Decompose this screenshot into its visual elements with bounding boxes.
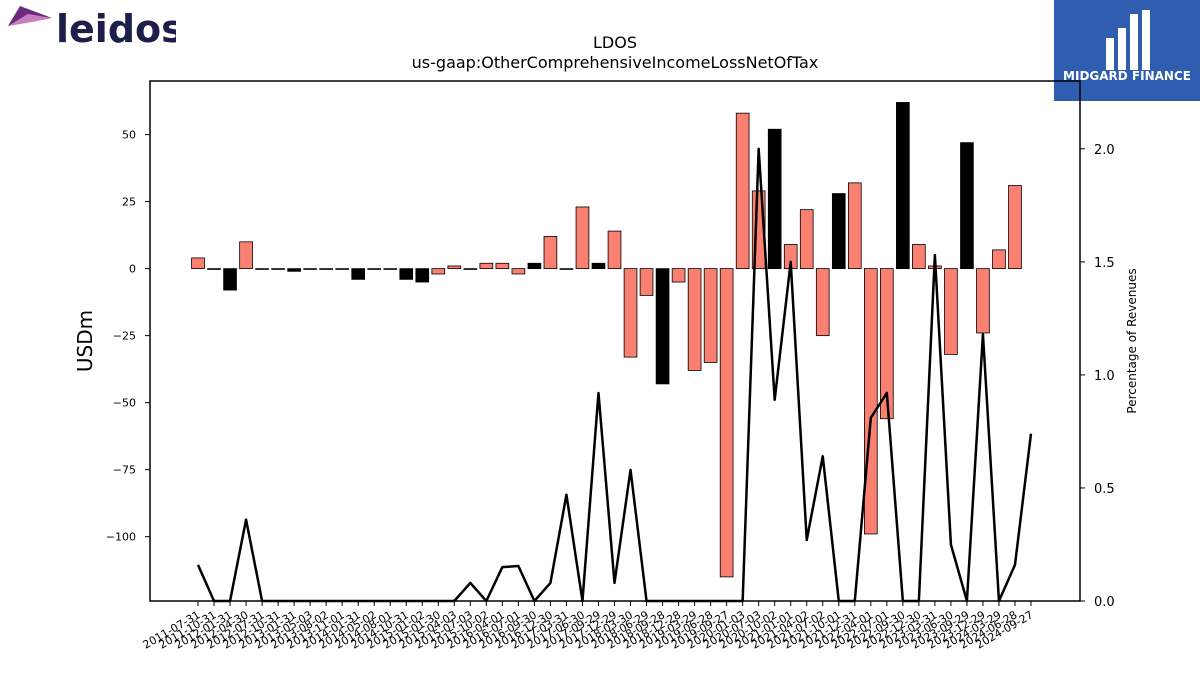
bar-2017-09-29: [591, 262, 606, 270]
leidos-logo: leidos: [6, 4, 184, 52]
bar-2021-07-02: [815, 268, 830, 337]
bar-2012-01-31: [223, 268, 237, 291]
bar-2020-10-02: [767, 128, 782, 270]
leidos-logo-text: leidos: [56, 7, 176, 51]
bar-2020-01-03: [735, 112, 750, 270]
bar-2013-01-31: [287, 268, 301, 272]
bar-2014-08-01: [383, 268, 398, 270]
y-tick-label: 25: [122, 196, 136, 209]
bar-2019-03-29: [687, 268, 702, 371]
bar-2018-06-29: [639, 268, 654, 296]
bar-2015-01-02: [415, 268, 430, 283]
bar-2011-07-31: [191, 257, 205, 270]
bar-2018-09-28: [655, 268, 670, 385]
y2-tick-label: 2.0: [1094, 143, 1115, 158]
bar-2022-07-01: [880, 268, 894, 420]
bar-2022-12-30: [912, 244, 926, 270]
y2-tick-label: 0.5: [1094, 482, 1115, 497]
bar-2022-04-01: [864, 268, 878, 535]
y2-tick-label: 1.5: [1094, 256, 1115, 271]
bar-2013-08-02: [319, 268, 333, 270]
y-tick-label: 50: [122, 129, 136, 142]
bar-2016-04-01: [495, 262, 510, 270]
bar-2014-01-31: [351, 268, 365, 280]
bar-2013-11-01: [335, 268, 349, 270]
bar-2024-03-29: [992, 249, 1006, 270]
bar-2021-12-31: [847, 182, 862, 270]
bar-2014-05-02: [367, 268, 382, 270]
y-tick-label: −75: [113, 464, 136, 477]
y-tick-label: 0: [129, 263, 136, 276]
chart-subtitle: us-gaap:OtherComprehensiveIncomeLossNetO…: [412, 53, 819, 72]
bar-2015-04-03: [447, 265, 462, 270]
bar-2016-07-01: [511, 268, 526, 275]
bar-2011-10-31: [207, 268, 221, 270]
bar-2012-10-31: [271, 268, 285, 270]
y2-tick-label: 1.0: [1094, 369, 1115, 384]
y2-tick-label: 0.0: [1094, 595, 1115, 610]
bar-2024-06-28: [1008, 185, 1022, 270]
midgard-logo-mark: MIDGARD FINANCE: [1054, 0, 1200, 101]
midgard-finance-logo: MIDGARD FINANCE: [1054, 0, 1200, 101]
y-axis-left: −100 −75 −50 −25 0 25 50: [106, 129, 150, 544]
bar-2016-12-30: [543, 236, 558, 270]
bar-2012-04-30: [239, 241, 253, 270]
bar-2015-01-30: [431, 268, 446, 275]
bar-2015-07-03: [463, 268, 478, 270]
bar-2016-09-30: [527, 262, 542, 270]
bar-2021-04-02: [799, 209, 814, 270]
leidos-logo-mark: leidos: [8, 6, 184, 51]
y-tick-label: −100: [106, 531, 136, 544]
bar-2015-10-02: [479, 262, 494, 270]
y-axis-right: 0.0 0.5 1.0 1.5 2.0: [1080, 143, 1115, 610]
y-axis-label: USDm: [73, 310, 97, 372]
bar-2019-09-27: [719, 268, 734, 578]
y2-axis-label: Percentage of Revenues: [1125, 268, 1139, 413]
x-axis: 2011-07-312011-10-312012-01-312012-04-30…: [141, 601, 1036, 652]
bar-2014-10-31: [399, 268, 414, 280]
bar-2017-06-30: [575, 206, 590, 270]
bar-2023-09-29: [960, 142, 974, 270]
y-tick-label: −50: [113, 397, 136, 410]
bar-2022-09-30: [896, 102, 910, 270]
bar-2023-12-29: [976, 268, 990, 334]
bars-group: [191, 102, 1022, 578]
midgard-logo-text: MIDGARD FINANCE: [1063, 69, 1191, 83]
bar-2017-03-31: [559, 268, 574, 270]
bar-2023-06-30: [944, 268, 958, 355]
bar-2021-10-01: [831, 193, 846, 270]
bar-2018-03-30: [623, 268, 638, 358]
bar-2017-12-29: [607, 230, 622, 270]
bar-2019-06-28: [703, 268, 718, 363]
bar-2018-12-28: [671, 268, 686, 283]
y-tick-label: −25: [113, 330, 136, 343]
bar-2013-05-03: [303, 268, 317, 270]
bar-2012-07-31: [255, 268, 269, 270]
chart-title: LDOS: [593, 33, 637, 52]
